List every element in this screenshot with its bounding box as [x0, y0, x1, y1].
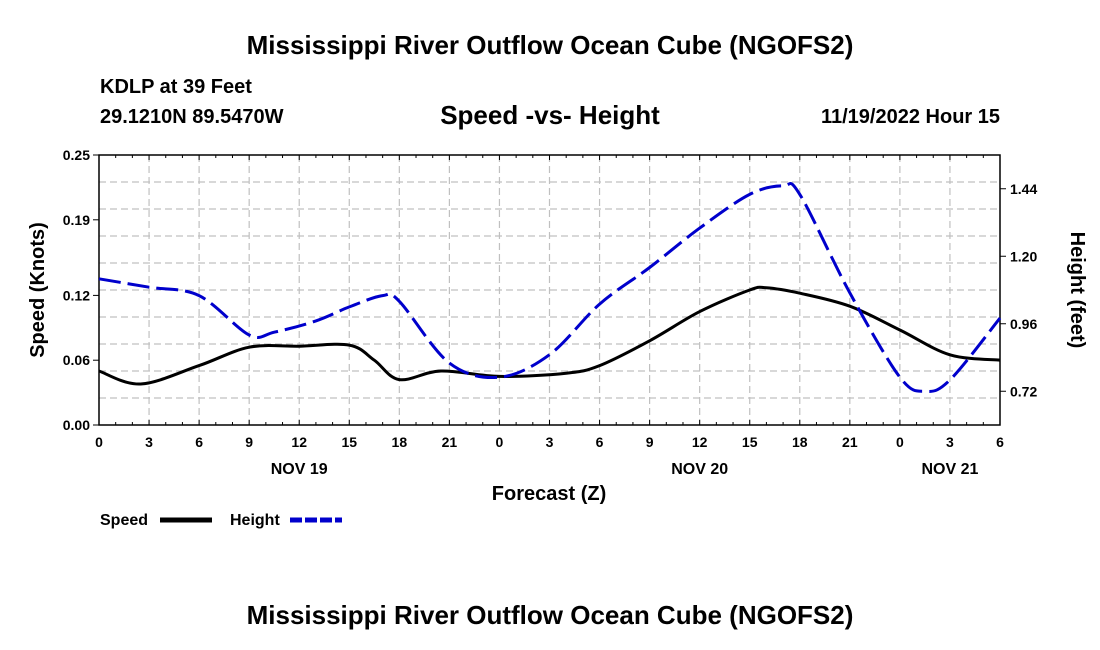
y-tick-label: 0.12: [63, 287, 90, 303]
x-tick-label: 12: [692, 434, 708, 450]
y-axis-title: Speed (Knots): [27, 222, 49, 358]
y2-tick-label: 0.96: [1010, 316, 1037, 332]
x-tick-label: 15: [341, 434, 357, 450]
y-tick-label: 0.25: [63, 147, 90, 163]
x-tick-label: 21: [842, 434, 858, 450]
series-line-height: [98, 182, 1002, 393]
x-tick-label: 12: [291, 434, 307, 450]
footer-title: Mississippi River Outflow Ocean Cube (NG…: [246, 600, 854, 630]
x-tick-label: 0: [896, 434, 904, 450]
y-tick-label: 0.19: [63, 212, 90, 228]
y2-axis-title: Height (feet): [1066, 232, 1088, 349]
ticks-layer: 0 3 6 9 12 15 18 21 0 3 6 9 12 15 18 21 0 3 6 NOV 19 NOV 20 N…: [63, 147, 1038, 478]
x-tick-label: 6: [596, 434, 604, 450]
y-tick-label: 0.00: [63, 417, 90, 433]
chart-subtitle: Speed -vs- Height: [440, 100, 660, 130]
y2-tick-label: 0.72: [1010, 383, 1037, 399]
x-tick-label: 15: [742, 434, 758, 450]
legend-label-height: Height: [230, 512, 280, 529]
x-tick-label: 6: [996, 434, 1004, 450]
series-line-speed: [98, 285, 1001, 386]
station-coordinates: 29.1210N 89.5470W: [100, 106, 284, 128]
date-label: NOV 19: [271, 461, 328, 478]
x-tick-label: 6: [195, 434, 203, 450]
y2-tick-label: 1.44: [1010, 181, 1037, 197]
chart-main-title: Mississippi River Outflow Ocean Cube (NG…: [246, 30, 854, 60]
x-tick-label: 18: [392, 434, 408, 450]
x-tick-label: 0: [496, 434, 504, 450]
grid-layer: [99, 155, 1000, 425]
series-layer: [98, 182, 1002, 393]
legend-label-speed: Speed: [100, 512, 148, 529]
y2-tick-label: 1.20: [1010, 248, 1037, 264]
x-tick-label: 3: [546, 434, 554, 450]
forecast-datetime: 11/19/2022 Hour 15: [820, 106, 1000, 128]
legend: Speed Height: [100, 512, 342, 529]
x-tick-label: 9: [245, 434, 253, 450]
x-tick-label: 9: [646, 434, 654, 450]
y-tick-label: 0.06: [63, 352, 90, 368]
date-label: NOV 21: [921, 461, 978, 478]
x-tick-label: 3: [946, 434, 954, 450]
x-axis-title: Forecast (Z): [492, 483, 606, 505]
x-tick-label: 0: [95, 434, 103, 450]
date-label: NOV 20: [671, 461, 728, 478]
x-tick-label: 21: [442, 434, 458, 450]
station-name: KDLP at 39 Feet: [100, 76, 252, 98]
x-tick-label: 18: [792, 434, 808, 450]
x-tick-label: 3: [145, 434, 153, 450]
